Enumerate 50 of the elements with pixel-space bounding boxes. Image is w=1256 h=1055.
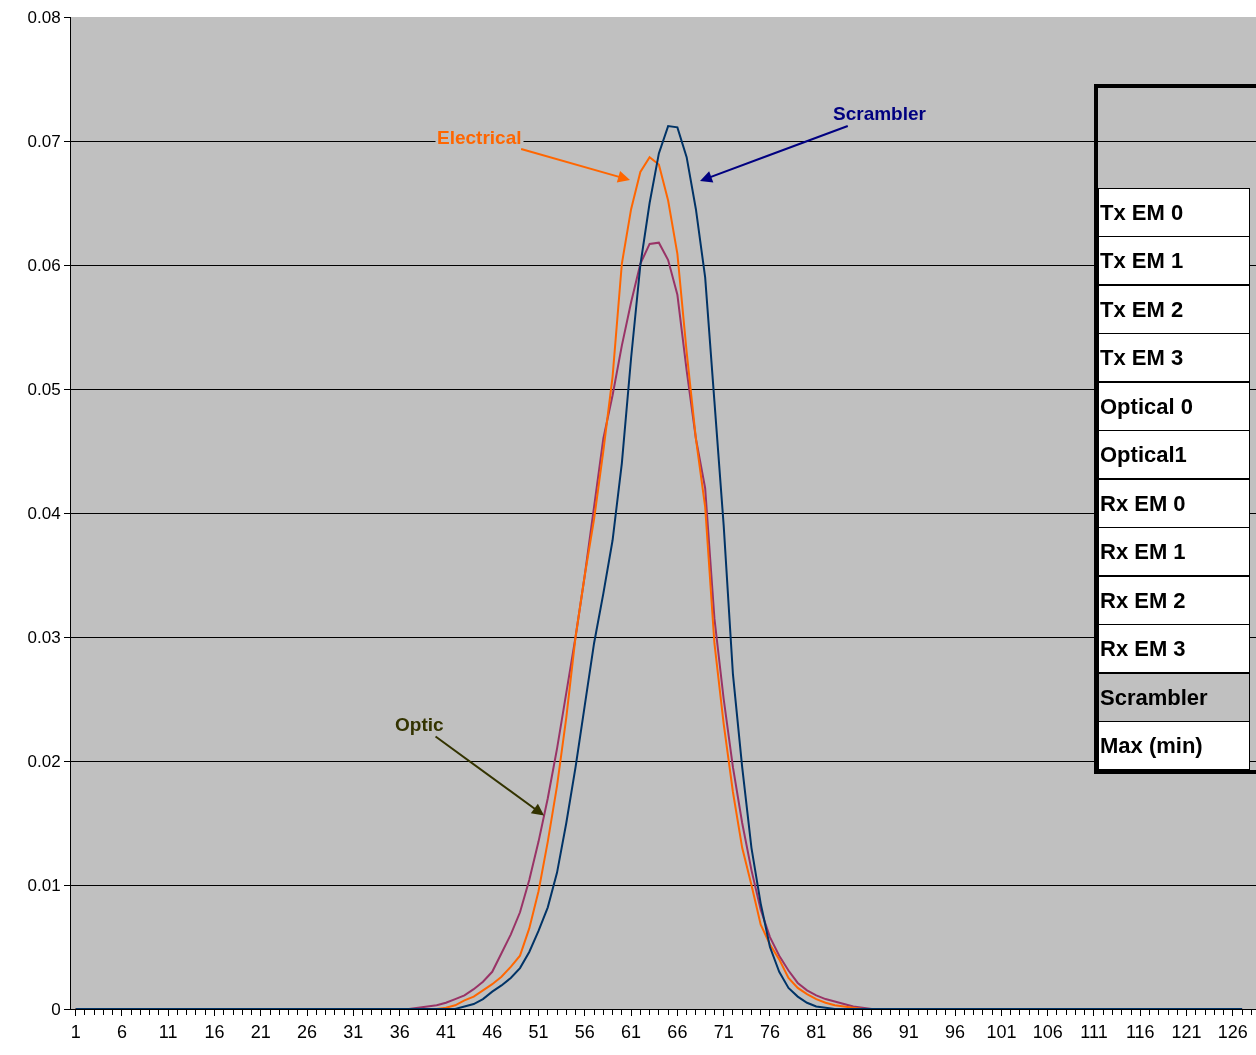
x-tick-label: 66 [667,1021,688,1042]
x-tick-label: 21 [250,1021,271,1042]
y-tick-label: 0.07 [27,131,61,151]
y-tick-label: 0.08 [27,7,61,27]
x-tick-label: 106 [1032,1021,1063,1042]
x-tick-label: 71 [713,1021,734,1042]
x-tick-label: 6 [116,1021,127,1042]
annotation: Rx EM 2 [1100,587,1186,613]
x-tick-label: 46 [482,1021,503,1042]
x-tick-label: 31 [343,1021,364,1042]
annotation: Optical 0 [1100,393,1193,419]
y-tick-label: 0.04 [27,503,61,523]
y-tick-label: 0.06 [27,255,61,275]
x-tick-label: 101 [986,1021,1017,1042]
annotation: Rx EM 1 [1100,538,1186,564]
x-tick-label: 126 [1217,1021,1248,1042]
x-tick-label: 41 [435,1021,456,1042]
x-tick-label: 61 [621,1021,642,1042]
annotation: Rx EM 0 [1100,490,1186,516]
y-tick-label: 0.02 [27,751,61,771]
x-tick-label: 111 [1080,1021,1108,1042]
annotation: Tx EM 2 [1100,296,1184,322]
x-tick-label: 121 [1171,1021,1202,1042]
y-tick-label: 0.05 [27,379,61,399]
annotation: Tx EM 0 [1100,199,1184,225]
x-tick-label: 96 [945,1021,966,1042]
x-tick-label: 76 [759,1021,780,1042]
annotation: Scrambler [833,103,927,124]
y-tick-label: 0.03 [27,627,61,647]
annotation: Optic [395,714,444,735]
x-tick-label: 11 [158,1021,178,1042]
x-tick-label: 91 [898,1021,919,1042]
x-tick-label: 26 [297,1021,318,1042]
annotation: Tx EM 1 [1100,247,1184,273]
annotation: Electrical [437,127,522,148]
x-tick-label: 16 [204,1021,225,1042]
annotation: Scrambler [1100,684,1209,710]
annotation: Max (min) [1100,732,1203,758]
annotation: Tx EM 3 [1100,344,1184,370]
x-tick-label: 56 [574,1021,595,1042]
x-tick-label: 116 [1125,1021,1155,1042]
x-tick-label: 81 [806,1021,827,1042]
x-tick-label: 1 [70,1021,81,1042]
y-tick-label: 0 [51,999,61,1019]
annotation: Rx EM 3 [1100,635,1186,661]
x-tick-label: 86 [852,1021,873,1042]
x-tick-label: 51 [528,1021,549,1042]
annotation: Optical1 [1100,441,1187,467]
x-tick-label: 36 [389,1021,410,1042]
y-tick-label: 0.01 [27,875,61,895]
